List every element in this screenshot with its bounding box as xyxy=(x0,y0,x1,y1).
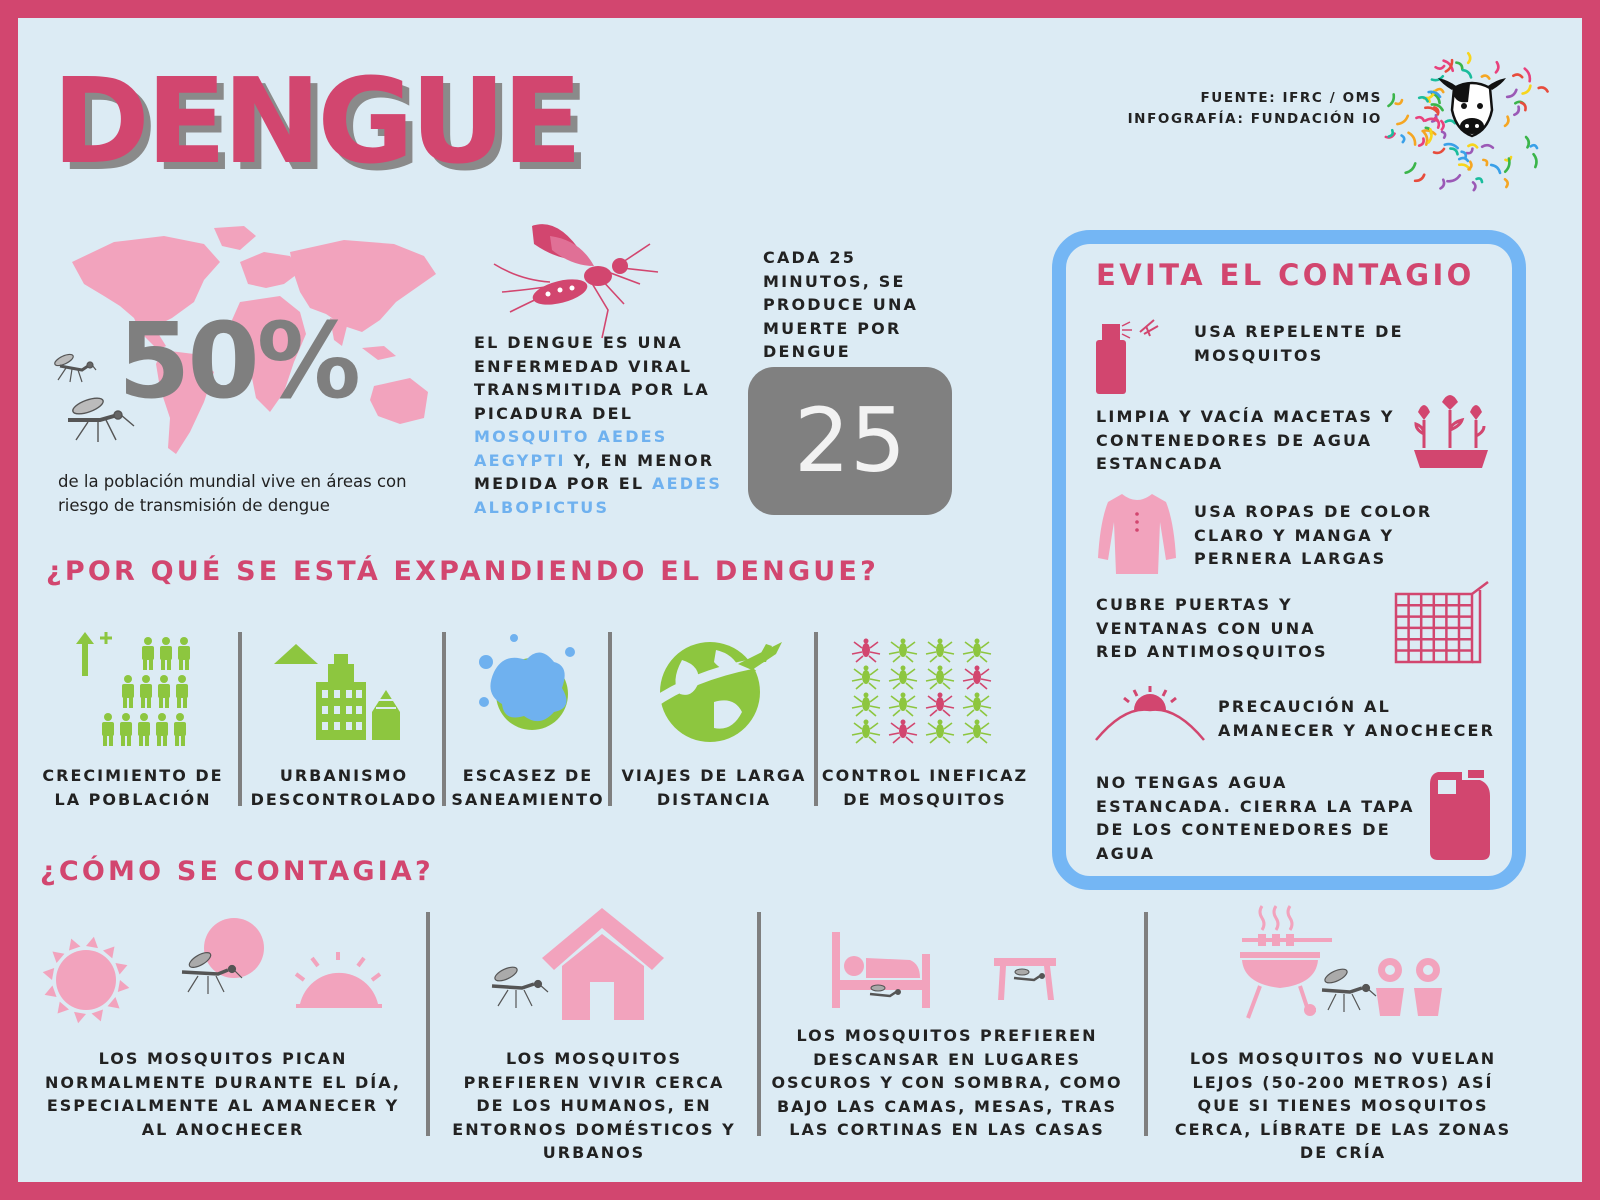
population-caption: de la población mundial vive en áreas co… xyxy=(58,472,407,515)
why-label: DE MOSQUITOS xyxy=(843,789,1007,809)
how-item-biting-time: LOS MOSQUITOS PICAN NORMALMENTE DURANTE … xyxy=(45,1049,401,1139)
why-label: VIAJES DE LARGA xyxy=(621,766,807,785)
mosquito-swarm-icon xyxy=(848,636,998,746)
how-item-resting-places: LOS MOSQUITOS PREFIEREN DESCANSAR EN LUG… xyxy=(771,1026,1123,1139)
why-label: LA POBLACIÓN xyxy=(54,789,212,809)
water-splash-icon xyxy=(474,632,584,742)
page-title: DENGUE xyxy=(52,52,583,190)
population-percentage: 50% xyxy=(118,300,361,422)
death-rate-text: CADA 25 MINUTOS, SE PRODUCE UNA MUERTE P… xyxy=(763,248,919,361)
aedes-albopictus-highlight: AEDES ALBOPICTUS xyxy=(474,474,723,517)
fundacion-io-logo xyxy=(1378,30,1558,200)
tip-light-clothes: USA ROPAS DE COLOR CLARO Y MANGA Y PERNE… xyxy=(1194,502,1433,568)
tip-stagnant-water: NO TENGAS AGUA ESTANCADA. CIERRA LA TAPA… xyxy=(1096,773,1415,863)
why-item-sanitation: ESCASEZ DE SANEAMIENTO xyxy=(450,764,606,811)
bed-table-icon xyxy=(830,928,1060,1016)
source-credits: FUENTE: IFRC / OMS INFOGRAFÍA: FUNDACIÓN… xyxy=(1128,88,1382,130)
sun-cycle-icon xyxy=(42,918,392,1040)
tip-mosquito-net: CUBRE PUERTAS Y VENTANAS CON UNA RED ANT… xyxy=(1096,595,1328,661)
infographic-credit-line: INFOGRAFÍA: FUNDACIÓN IO xyxy=(1127,111,1382,127)
why-item-travel: VIAJES DE LARGA DISTANCIA xyxy=(616,764,812,811)
divider xyxy=(442,632,446,806)
divider xyxy=(608,632,612,806)
how-heading: ¿CÓMO SE CONTAGIA? xyxy=(40,856,434,887)
why-label: CRECIMIENTO DE xyxy=(42,766,224,785)
mosquito-icon xyxy=(48,346,97,384)
why-item-population: CRECIMIENTO DE LA POBLACIÓN xyxy=(36,764,230,811)
sunrise-icon xyxy=(1094,684,1206,742)
flower-pot-icon xyxy=(1410,390,1492,470)
why-item-mosquito-control: CONTROL INEFICAZ DE MOSQUITOS xyxy=(820,764,1030,811)
aedes-mosquito-icon xyxy=(490,220,665,340)
mosquito-net-icon xyxy=(1394,580,1490,670)
long-sleeve-shirt-icon xyxy=(1096,492,1178,574)
population-growth-icon xyxy=(72,630,202,752)
why-item-urbanism: URBANISMO DESCONTROLADO xyxy=(248,764,440,811)
why-label: DISTANCIA xyxy=(656,789,772,809)
house-icon xyxy=(488,904,668,1024)
tip-repellent: USA REPELENTE DE MOSQUITOS xyxy=(1194,322,1404,365)
why-label: SANEAMIENTO xyxy=(451,789,605,809)
definition-text: Y, EN MENOR MEDIDA POR EL xyxy=(474,450,715,494)
mosquito-icon xyxy=(58,390,138,444)
globe-airplane-icon xyxy=(649,636,784,744)
tip-dawn-dusk: PRECAUCIÓN AL AMANECER Y ANOCHECER xyxy=(1218,697,1496,740)
aedes-aegypti-highlight: MOSQUITO AEDES AEGYPTI xyxy=(474,427,668,470)
source-line: FUENTE: IFRC / OMS xyxy=(1200,90,1382,106)
tip-empty-pots: LIMPIA Y VACÍA MACETAS Y CONTENEDORES DE… xyxy=(1096,407,1395,473)
city-buildings-icon xyxy=(272,642,412,742)
grill-garden-icon xyxy=(1236,904,1456,1020)
repellent-spray-icon xyxy=(1094,318,1160,394)
divider xyxy=(757,912,761,1136)
water-container-icon xyxy=(1428,770,1492,860)
definition-text: EL DENGUE ES UNA ENFERMEDAD VIRAL TRANSM… xyxy=(474,333,710,423)
how-item-flight-range: LOS MOSQUITOS NO VUELAN LEJOS (50-200 ME… xyxy=(1174,1049,1512,1162)
how-item-near-humans: LOS MOSQUITOS PREFIEREN VIVIR CERCA DE L… xyxy=(452,1049,736,1162)
prevention-heading: EVITA EL CONTAGIO xyxy=(1096,258,1475,292)
divider xyxy=(814,632,818,806)
why-label: CONTROL INEFICAZ xyxy=(821,766,1029,785)
divider xyxy=(1144,912,1148,1136)
why-label: DESCONTROLADO xyxy=(250,789,438,809)
why-heading: ¿POR QUÉ SE ESTÁ EXPANDIENDO EL DENGUE? xyxy=(46,556,879,587)
divider xyxy=(426,912,430,1136)
dengue-definition: EL DENGUE ES UNA ENFERMEDAD VIRAL TRANSM… xyxy=(474,331,744,519)
world-map xyxy=(44,222,444,472)
why-label: URBANISMO xyxy=(279,766,409,785)
minutes-counter: 25 xyxy=(748,367,952,515)
why-label: ESCASEZ DE xyxy=(462,766,594,785)
divider xyxy=(238,632,242,806)
